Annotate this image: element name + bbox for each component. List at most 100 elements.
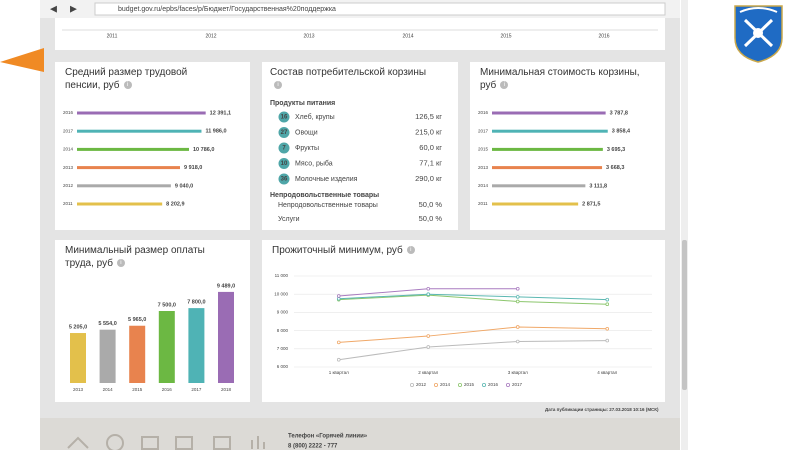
data-label: 5 205,0 bbox=[69, 324, 87, 330]
item-amount: 290,0 кг bbox=[415, 174, 442, 183]
legend-swatch bbox=[433, 382, 438, 387]
legend-swatch bbox=[505, 382, 510, 387]
bar bbox=[129, 325, 146, 383]
hotline-phone: 8 (800) 2222 - 777 bbox=[288, 444, 338, 450]
count: 36 bbox=[281, 177, 288, 183]
point bbox=[426, 286, 431, 291]
legend-label: 2015 bbox=[464, 382, 475, 387]
item-amount: 50,0 % bbox=[419, 200, 443, 209]
item-amount: 215,0 кг bbox=[415, 127, 442, 136]
item-name: Мясо, рыба bbox=[295, 159, 333, 167]
data-label: 3 668,3 bbox=[606, 165, 624, 171]
panel-title: Минимальная стоимость корзины, руб bbox=[480, 66, 640, 92]
footer-icons bbox=[67, 434, 265, 450]
bar bbox=[158, 311, 175, 383]
bar bbox=[492, 147, 603, 151]
point bbox=[336, 294, 341, 298]
item-amount: 60,0 кг bbox=[419, 143, 442, 152]
bar bbox=[492, 184, 586, 188]
point bbox=[605, 297, 610, 302]
point bbox=[336, 357, 341, 362]
x-tick-label: 2017 bbox=[191, 387, 202, 392]
timeline-year: 2015 bbox=[500, 33, 511, 39]
x-tick-label: 2013 bbox=[73, 387, 84, 392]
bar bbox=[77, 184, 171, 188]
data-label: 11 986,0 bbox=[205, 129, 226, 135]
point bbox=[515, 286, 520, 291]
point bbox=[605, 326, 610, 331]
count-badge bbox=[278, 142, 290, 154]
count: 10 bbox=[281, 161, 288, 167]
timeline-panel bbox=[55, 18, 665, 50]
point bbox=[426, 334, 431, 338]
data-label: 3 695,3 bbox=[607, 147, 625, 153]
panel-title: Прожиточный минимум, руб bbox=[272, 244, 432, 257]
y-tick-label: 2015 bbox=[478, 147, 489, 152]
line bbox=[338, 340, 608, 361]
panel bbox=[262, 240, 665, 402]
back-button[interactable]: ◀ bbox=[50, 3, 57, 13]
address-field[interactable] bbox=[94, 2, 666, 16]
point bbox=[426, 292, 431, 297]
timeline-year: 2011 bbox=[107, 33, 118, 39]
bar bbox=[492, 129, 608, 133]
data-label: 5 965,0 bbox=[128, 317, 146, 323]
count: 27 bbox=[281, 130, 288, 136]
x-tick-label: 2014 bbox=[103, 387, 114, 392]
legend-label: 2012 bbox=[416, 382, 427, 387]
legend-swatch bbox=[409, 382, 414, 387]
y-tick-label: 10 000 bbox=[274, 291, 288, 296]
line bbox=[338, 294, 608, 305]
bar bbox=[77, 166, 180, 170]
y-tick-label: 2011 bbox=[478, 201, 488, 206]
bar bbox=[492, 202, 579, 206]
timeline-year: 2016 bbox=[598, 33, 609, 39]
data-label: 8 202,9 bbox=[166, 201, 184, 207]
line bbox=[338, 293, 608, 301]
scroll-thumb[interactable] bbox=[682, 240, 687, 390]
point bbox=[515, 339, 520, 344]
y-tick-label: 2013 bbox=[63, 165, 74, 170]
y-tick-label: 9 000 bbox=[277, 310, 289, 315]
data-label: 7 500,0 bbox=[158, 302, 176, 308]
x-tick-label: 1 квартал bbox=[329, 370, 349, 375]
x-tick-label: 4 квартал bbox=[597, 370, 617, 375]
item-amount: 126,5 кг bbox=[415, 112, 442, 121]
y-tick-label: 6 000 bbox=[277, 364, 289, 369]
point bbox=[515, 299, 520, 304]
scrollbar[interactable] bbox=[681, 0, 688, 450]
panel-title: Состав потребительской корзины bbox=[270, 66, 430, 92]
x-tick-label: 2 квартал bbox=[418, 370, 438, 375]
legend-label: 2016 bbox=[488, 382, 499, 387]
forward-button[interactable]: ▶ bbox=[70, 3, 77, 13]
bar bbox=[492, 166, 603, 170]
y-tick-label: 2016 bbox=[478, 110, 489, 115]
item-amount: 77,1 кг bbox=[419, 158, 442, 167]
item-name: Хлеб, крупы bbox=[295, 113, 335, 121]
point bbox=[515, 325, 520, 329]
legend-label: 2014 bbox=[440, 382, 451, 387]
data-label: 3 858,4 bbox=[612, 129, 631, 135]
footer bbox=[40, 418, 680, 450]
item-name: Овощи bbox=[295, 129, 318, 136]
count-badge bbox=[278, 173, 290, 185]
panel-title: Средний размер трудовой пенсии, руб bbox=[65, 66, 225, 92]
legend-swatch bbox=[457, 382, 462, 387]
data-label: 5 554,0 bbox=[98, 321, 116, 327]
timeline-year: 2012 bbox=[205, 33, 216, 39]
data-label: 7 800,0 bbox=[187, 300, 205, 306]
item-name: Фрукты bbox=[295, 145, 319, 152]
bar bbox=[77, 147, 190, 151]
data-label: 10 786,0 bbox=[193, 147, 214, 153]
y-tick-label: 8 000 bbox=[277, 328, 289, 333]
count: 16 bbox=[281, 115, 288, 121]
point bbox=[336, 340, 341, 345]
timeline-year: 2014 bbox=[402, 33, 413, 39]
data-label: 3 111,8 bbox=[589, 183, 607, 189]
item-name: Непродовольственные товары bbox=[278, 202, 378, 209]
y-tick-label: 2017 bbox=[63, 128, 74, 133]
x-tick-label: 2016 bbox=[162, 387, 173, 392]
y-tick-label: 2014 bbox=[478, 183, 489, 188]
data-label: 9 040,0 bbox=[175, 183, 193, 189]
panel-title: Минимальный размер оплаты труда, руб bbox=[65, 244, 225, 270]
